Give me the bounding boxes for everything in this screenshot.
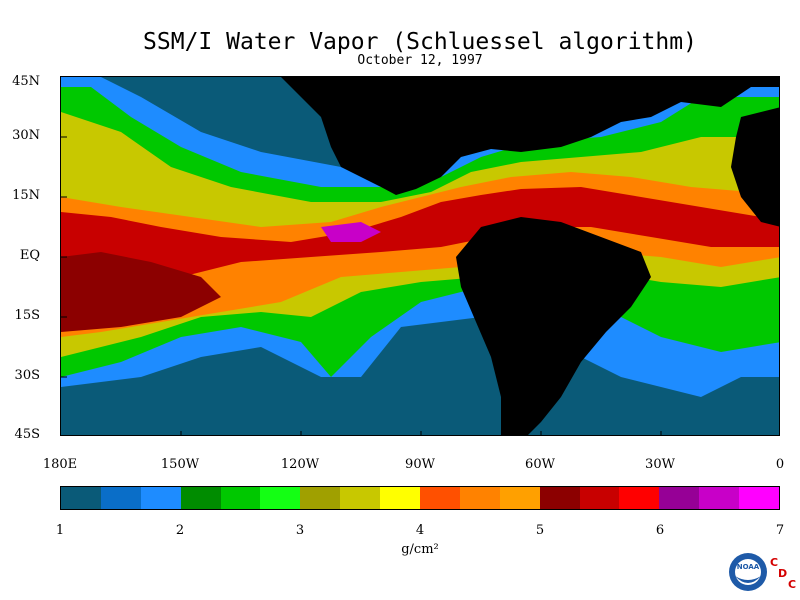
north-america-landmass	[281, 77, 779, 195]
colorbar-swatch	[180, 487, 221, 509]
colorbar-swatch	[499, 487, 540, 509]
colorbar	[60, 486, 780, 510]
colorbar-swatch	[739, 487, 780, 509]
africa-landmass	[731, 107, 779, 227]
lon-label-180e: 180E	[42, 457, 78, 472]
colorbar-swatch	[300, 487, 341, 509]
colorbar-swatch	[380, 487, 421, 509]
lat-label-15n: 15N	[12, 188, 40, 203]
map-date: October 12, 1997	[357, 53, 483, 68]
colorbar-tick-4: 4	[415, 523, 425, 538]
lat-label-45s: 45S	[14, 427, 40, 442]
lon-label-0: 0	[775, 457, 785, 472]
colorbar-tick-5: 5	[535, 523, 545, 538]
colorbar-swatch	[140, 487, 181, 509]
colorbar-swatch	[220, 487, 261, 509]
vapor-band-6	[61, 187, 779, 322]
lat-label-45n: 45N	[12, 74, 40, 89]
lon-label-60w: 60W	[525, 457, 555, 472]
colorbar-swatch	[659, 487, 700, 509]
colorbar-tick-2: 2	[175, 523, 185, 538]
colorbar-swatch	[459, 487, 500, 509]
colorbar-swatch	[260, 487, 301, 509]
colorbar-swatch	[100, 487, 141, 509]
cdc-letter-d: D	[778, 567, 788, 580]
colorbar-swatch	[539, 487, 580, 509]
vapor-peak-spot	[321, 222, 381, 242]
lon-label-150w: 150W	[160, 457, 200, 472]
map-title: SSM/I Water Vapor (Schluessel algorithm)	[143, 29, 697, 55]
colorbar-swatch	[699, 487, 740, 509]
noaa-logo: NOAA	[729, 553, 767, 591]
colorbar-units: g/cm²	[401, 542, 439, 557]
lon-label-120w: 120W	[280, 457, 320, 472]
colorbar-tick-3: 3	[295, 523, 305, 538]
colorbar-swatch	[61, 487, 101, 509]
vapor-core-pacific	[61, 252, 221, 332]
lat-label-30n: 30N	[12, 128, 40, 143]
colorbar-swatch	[579, 487, 620, 509]
noaa-logo-text: NOAA	[737, 563, 760, 571]
cdc-letter-c2: C	[788, 578, 797, 591]
colorbar-tick-7: 7	[775, 523, 785, 538]
colorbar-swatch	[340, 487, 381, 509]
lon-label-90w: 90W	[405, 457, 435, 472]
colorbar-tick-6: 6	[655, 523, 665, 538]
map-canvas	[61, 77, 779, 435]
lat-label-30s: 30S	[14, 368, 40, 383]
colorbar-tick-1: 1	[55, 523, 65, 538]
lat-label-eq: EQ	[19, 248, 40, 263]
colorbar-swatch	[420, 487, 460, 509]
lon-label-30w: 30W	[645, 457, 675, 472]
lat-label-15s: 15S	[14, 308, 40, 323]
water-vapor-map	[60, 76, 780, 436]
colorbar-swatch	[619, 487, 660, 509]
south-america-landmass	[456, 217, 651, 435]
cdc-letter-c1: C	[770, 556, 779, 569]
